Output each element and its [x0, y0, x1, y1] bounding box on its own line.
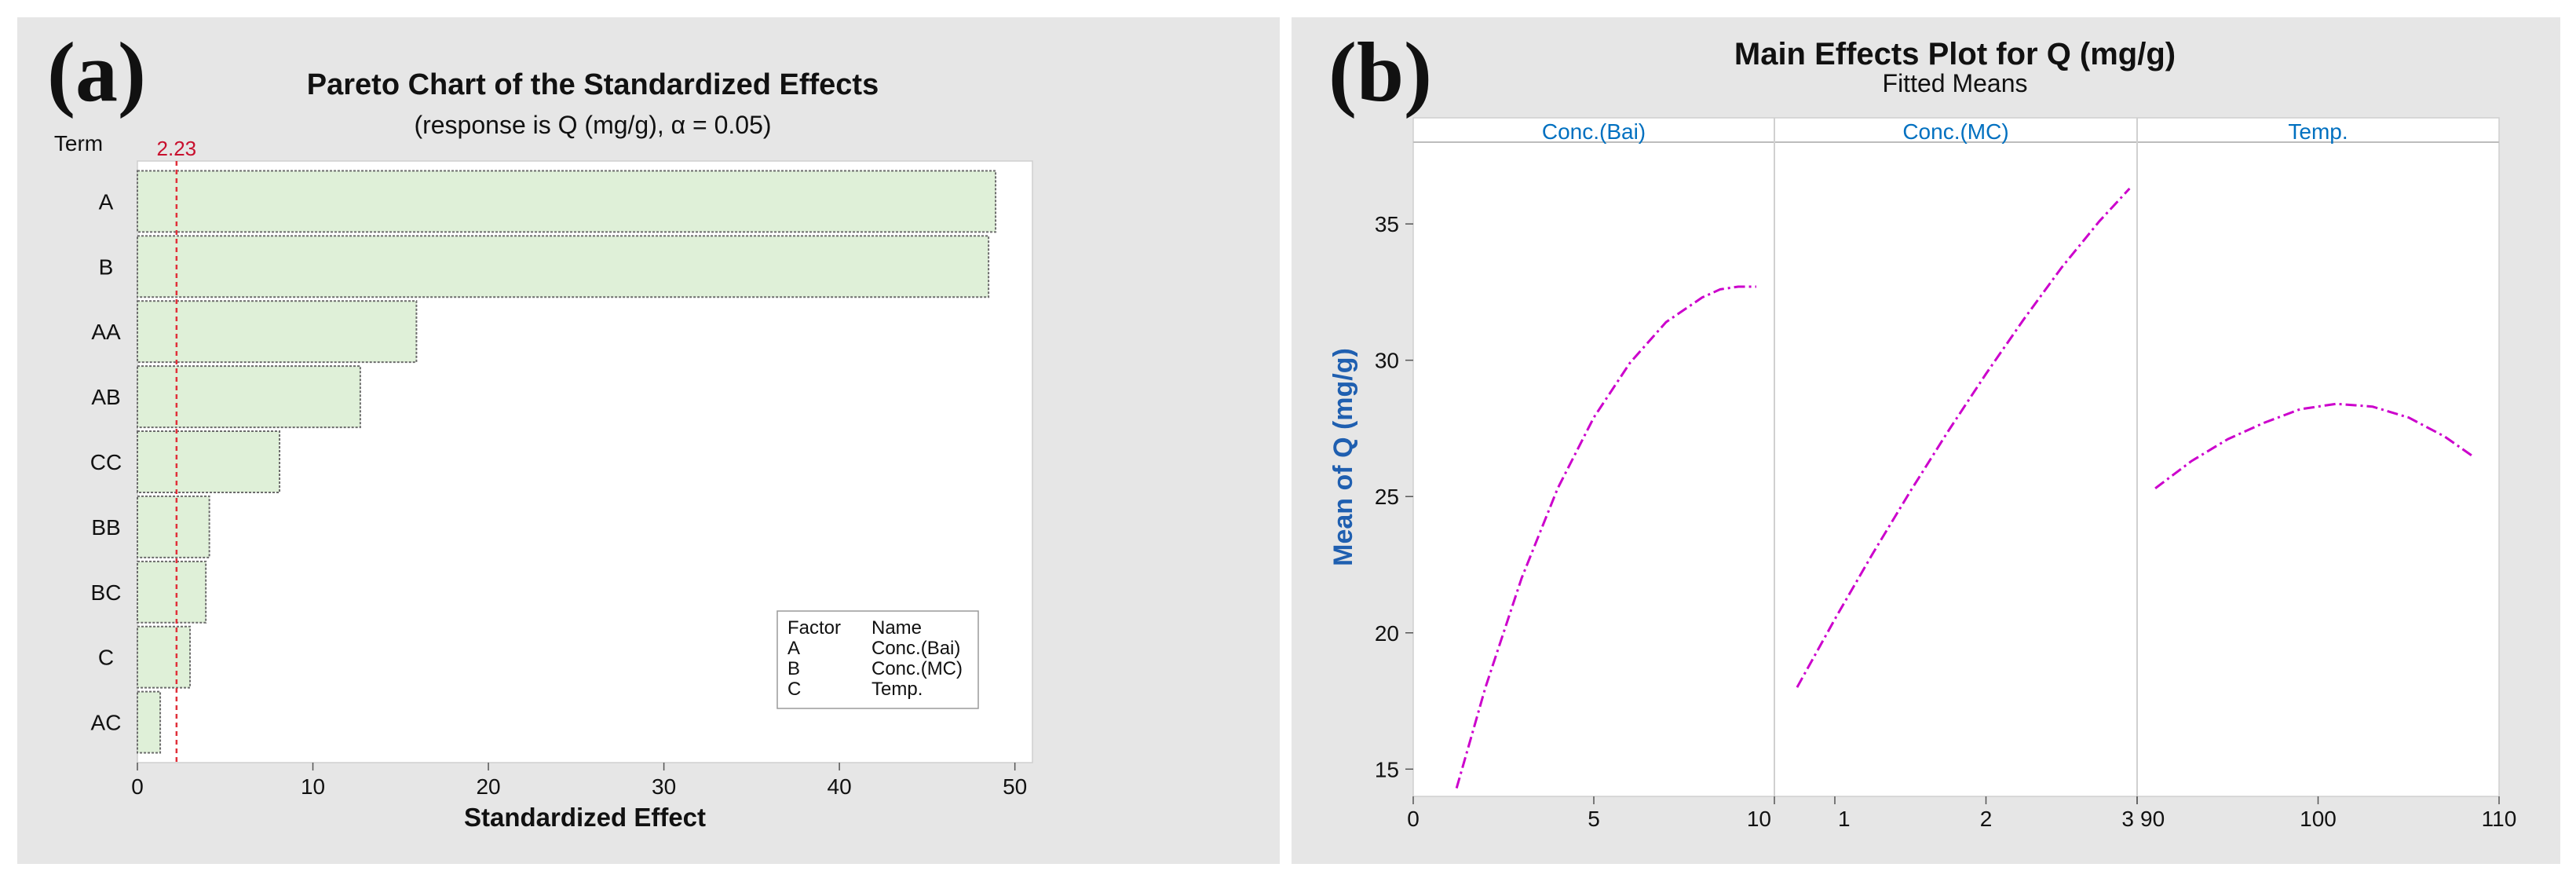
main-effects-x-tick-label: 2	[1980, 807, 1993, 831]
main-effects-title: Main Effects Plot for Q (mg/g)	[1734, 37, 2176, 71]
pareto-category-label-cc: CC	[90, 450, 122, 474]
pareto-bar-ab	[137, 365, 361, 429]
main-effect-curve-conc-bai	[1455, 285, 1756, 789]
main-effects-x-tick-label: 0	[1407, 807, 1420, 831]
main-effects-panel: (b) Main Effects Plot for Q (mg/g) Fitte…	[1292, 17, 2560, 864]
legend-factor-b: B	[787, 658, 800, 679]
main-effect-curve-temp	[2154, 402, 2473, 489]
main-effect-curve-conc-mc	[1796, 187, 2131, 688]
pareto-bars	[137, 170, 997, 754]
main-effects-y-tick-label: 20	[1375, 621, 1399, 646]
main-effects-x-tick-label: 90	[2140, 807, 2165, 831]
pareto-x-axis-label: Standardized Effect	[464, 803, 706, 832]
main-effects-subtitle: Fitted Means	[1883, 69, 2028, 97]
pareto-bar-b	[137, 235, 990, 298]
legend-name-c: Temp.	[871, 679, 923, 700]
legend-factor-c: C	[787, 679, 801, 700]
pareto-category-label-aa: AA	[91, 320, 121, 344]
critical-value-label: 2.23	[157, 137, 197, 160]
pareto-x-axis-ticks: 0 10 20 30 40 50	[131, 763, 1027, 799]
main-effects-y-tick-label: 30	[1375, 349, 1399, 373]
main-effects-x-tick-label: 1	[1838, 807, 1851, 831]
pareto-title: Pareto Chart of the Standardized Effects	[307, 68, 879, 101]
legend-factor-a: A	[787, 638, 800, 659]
pareto-x-tick-label: 40	[828, 774, 852, 799]
facet-temp: Temp. 90 100 110	[2136, 118, 2517, 831]
pareto-bar-aa	[137, 300, 418, 364]
pareto-x-tick-label: 50	[1003, 774, 1027, 799]
pareto-category-label-ac: AC	[91, 711, 122, 735]
pareto-bar-c	[137, 625, 192, 689]
facet-label-temp: Temp.	[2288, 119, 2348, 144]
legend-name-a: Conc.(Bai)	[871, 638, 960, 659]
pareto-bar-a	[137, 170, 997, 233]
pareto-x-tick-label: 10	[301, 774, 325, 799]
pareto-category-label-bb: BB	[91, 515, 120, 540]
facet-label-conc-bai: Conc.(Bai)	[1542, 119, 1646, 144]
pareto-x-tick-label: 20	[476, 774, 500, 799]
main-effects-x-tick-label: 100	[2300, 807, 2337, 831]
main-effects-x-tick-label: 3	[2121, 807, 2134, 831]
panel-label-b: (b)	[1328, 26, 1432, 119]
pareto-category-label-c: C	[98, 646, 114, 670]
pareto-x-tick-label: 0	[131, 774, 144, 799]
pareto-y-axis-label: Term	[54, 131, 103, 156]
pareto-bar-cc	[137, 430, 281, 493]
factor-legend-box	[776, 610, 979, 709]
main-effects-x-tick-label: 10	[1747, 807, 1771, 831]
panel-label-a: (a)	[47, 26, 146, 119]
pareto-subtitle: (response is Q (mg/g), α = 0.05)	[414, 111, 771, 139]
legend-name-b: Conc.(MC)	[871, 658, 963, 679]
pareto-panel: (a) Pareto Chart of the Standardized Eff…	[17, 17, 1280, 864]
legend-header-name: Name	[871, 617, 922, 639]
main-effects-x-tick-label: 5	[1588, 807, 1600, 831]
pareto-bar-bb	[137, 495, 210, 558]
main-effects-y-tick-label: 15	[1375, 757, 1399, 781]
pareto-category-label-bc: BC	[91, 580, 122, 605]
pareto-bar-ac	[137, 690, 162, 754]
main-effects-facets: Conc.(Bai) 0 5 10 Conc.(MC) 1 2 3 Temp. 90 100 110	[1407, 118, 2516, 831]
main-effects-y-tick-label: 25	[1375, 485, 1399, 509]
facet-conc-bai: Conc.(Bai) 0 5 10	[1407, 119, 1775, 831]
facet-conc-mc: Conc.(MC) 1 2 3	[1774, 118, 2138, 831]
pareto-category-label-b: B	[99, 254, 114, 279]
main-effects-y-axis-label: Mean of Q (mg/g)	[1328, 348, 1358, 566]
pareto-x-tick-label: 30	[652, 774, 676, 799]
legend-header-factor: Factor	[787, 617, 841, 639]
main-effects-y-tick-label: 35	[1375, 212, 1399, 236]
facet-label-conc-mc: Conc.(MC)	[1902, 119, 2008, 144]
main-effects-x-tick-label: 110	[2482, 807, 2517, 831]
factor-legend: Factor Name A Conc.(Bai) B Conc.(MC) C T…	[776, 610, 979, 709]
pareto-category-label-a: A	[99, 189, 114, 214]
main-effects-plot-area	[1412, 117, 2500, 797]
pareto-category-label-ab: AB	[91, 385, 120, 409]
pareto-bar-bc	[137, 560, 207, 624]
main-effects-y-axis-ticks: 15 20 25 30 35	[1375, 212, 1413, 781]
